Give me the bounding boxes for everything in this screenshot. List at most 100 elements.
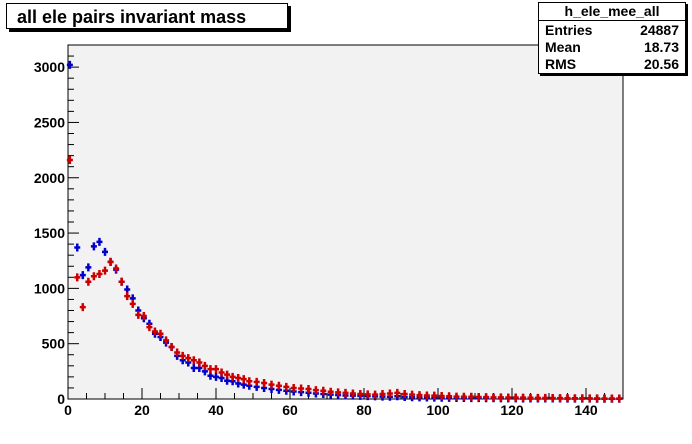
y-tick-label: 500 — [42, 336, 66, 352]
data-point — [453, 392, 460, 401]
data-point — [102, 247, 108, 256]
data-point — [335, 388, 342, 397]
stats-row-entries: Entries 24887 — [539, 21, 685, 38]
data-point — [224, 370, 231, 379]
data-point — [268, 380, 275, 389]
data-point — [475, 393, 482, 402]
data-point — [357, 390, 364, 399]
data-point — [246, 377, 253, 386]
data-point — [564, 394, 571, 403]
data-point — [135, 310, 142, 319]
data-point — [124, 292, 131, 301]
data-point — [372, 390, 379, 399]
data-point — [431, 391, 438, 400]
stats-label: RMS — [545, 56, 577, 72]
data-point — [409, 390, 416, 399]
data-point — [213, 365, 219, 374]
data-point — [79, 271, 86, 280]
data-point — [185, 354, 192, 363]
data-point — [129, 299, 136, 308]
data-point — [527, 393, 534, 402]
data-point — [601, 394, 608, 403]
plot-frame — [67, 44, 624, 400]
data-point — [190, 356, 197, 365]
data-point — [213, 372, 219, 381]
stats-row-mean: Mean 18.73 — [539, 38, 685, 55]
data-point — [298, 384, 305, 393]
data-point — [549, 394, 556, 403]
data-point — [616, 394, 623, 403]
y-tick-label: 2500 — [34, 114, 65, 130]
x-tick-label: 0 — [64, 402, 72, 418]
data-point — [283, 382, 290, 391]
data-point — [594, 394, 601, 403]
data-point — [571, 394, 578, 403]
data-point — [218, 368, 225, 377]
data-point — [608, 394, 615, 403]
data-point — [85, 277, 92, 286]
data-point — [401, 390, 408, 399]
data-point — [490, 393, 497, 402]
x-tick-label: 20 — [134, 402, 150, 418]
data-point — [460, 392, 467, 401]
data-point — [275, 381, 282, 390]
data-point — [85, 263, 92, 272]
data-point — [66, 156, 73, 165]
data-point — [253, 377, 260, 386]
y-axis: 0 500 1000 1500 2000 2500 3000 — [34, 44, 79, 407]
data-point — [74, 243, 81, 252]
data-point — [312, 386, 319, 395]
series-1 — [66, 156, 623, 403]
data-point — [107, 257, 114, 266]
stats-label: Entries — [545, 22, 593, 38]
data-point — [349, 389, 356, 398]
data-point — [102, 266, 108, 275]
data-point — [512, 393, 519, 402]
data-point — [520, 393, 527, 402]
data-point — [305, 385, 312, 394]
data-point — [179, 351, 186, 360]
data-point — [423, 391, 430, 400]
data-point — [90, 272, 97, 281]
data-point — [163, 336, 170, 345]
y-tick-label: 2000 — [34, 170, 65, 186]
data-point — [168, 343, 175, 352]
data-point — [542, 393, 549, 402]
data-point — [196, 358, 203, 367]
data-point — [416, 391, 423, 400]
y-tick-label: 3000 — [34, 59, 65, 75]
x-tick-label: 40 — [208, 402, 224, 418]
data-point — [468, 392, 475, 401]
data-point — [483, 393, 490, 402]
y-tick-label: 0 — [57, 391, 65, 407]
stats-value: 24887 — [640, 22, 679, 38]
data-point — [201, 361, 208, 370]
data-point — [579, 394, 586, 403]
data-point — [364, 390, 371, 399]
data-point — [96, 269, 103, 278]
x-axis: 0 20 40 60 80 100 120 140 — [64, 388, 624, 418]
data-point — [113, 264, 120, 273]
y-tick-label: 1500 — [34, 225, 65, 241]
data-point — [386, 389, 393, 398]
chart-title: all ele pairs invariant mass — [6, 3, 288, 29]
data-point — [446, 392, 453, 401]
stats-row-rms: RMS 20.56 — [539, 55, 685, 72]
data-point — [557, 394, 564, 403]
x-tick-label: 140 — [574, 402, 598, 418]
data-point — [240, 375, 247, 384]
data-point — [534, 393, 541, 402]
x-tick-label: 80 — [356, 402, 372, 418]
data-point — [207, 365, 214, 374]
data-point — [118, 277, 125, 286]
stats-histogram-name: h_ele_mee_all — [539, 3, 685, 21]
x-tick-label: 100 — [426, 402, 450, 418]
stats-label: Mean — [545, 39, 581, 55]
data-point — [327, 387, 334, 396]
data-point — [151, 327, 158, 336]
data-point — [174, 348, 181, 357]
data-point — [261, 378, 268, 387]
data-point — [140, 312, 147, 321]
data-point — [96, 237, 103, 246]
